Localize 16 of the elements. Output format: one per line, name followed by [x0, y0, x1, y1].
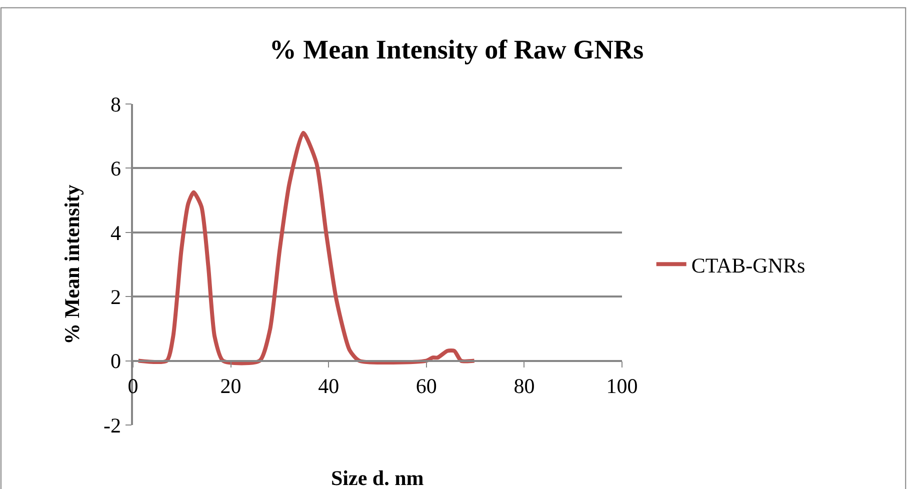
y-tick-label: -2	[104, 413, 122, 438]
x-tick-label: 60	[416, 374, 437, 398]
y-tick-label: 8	[110, 92, 122, 116]
y-axis-title: % Mean intensity	[60, 184, 84, 344]
legend-label: CTAB-GNRs	[691, 253, 806, 278]
x-tick-label: 100	[606, 374, 638, 398]
y-tick-label: 4	[110, 220, 122, 245]
chart-title: % Mean Intensity of Raw GNRs	[269, 34, 644, 64]
x-tick-label: 0	[128, 374, 138, 398]
y-tick-label: 2	[110, 284, 122, 309]
y-tick-label: 0	[110, 349, 122, 374]
x-tick-label: 80	[514, 374, 535, 398]
x-axis-title: Size d. nm	[331, 466, 424, 489]
x-tick-label: 20	[220, 374, 242, 398]
x-tick-label: 40	[318, 374, 340, 398]
y-tick-label: 6	[110, 156, 122, 181]
